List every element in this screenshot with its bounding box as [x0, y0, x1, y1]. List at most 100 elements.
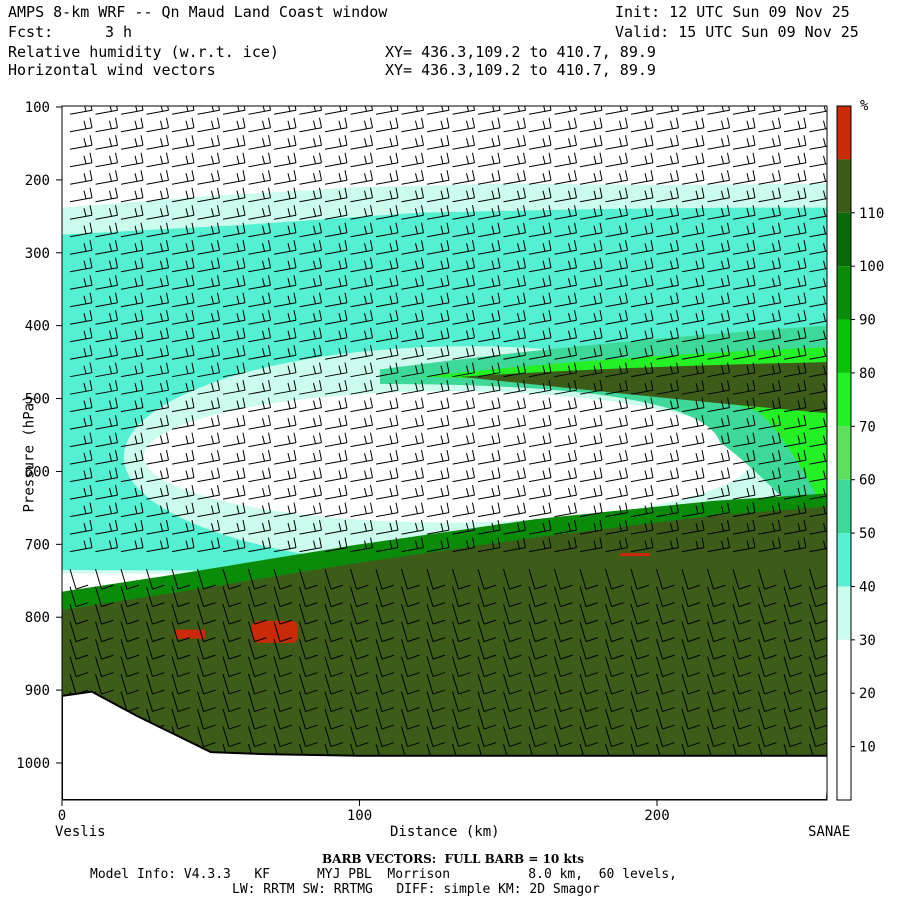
wind-barb	[783, 512, 807, 518]
wind-barb-flag	[772, 225, 775, 234]
wind-barb-flag	[523, 362, 526, 373]
wind-barb-flag	[619, 400, 622, 409]
wind-barb	[197, 354, 220, 360]
wind-barb-flag	[619, 106, 622, 112]
wind-barb-flag	[166, 257, 169, 268]
wind-barb-flag	[778, 450, 781, 461]
wind-barb-flag	[140, 310, 144, 321]
wind-barb-flag	[778, 257, 781, 268]
wind-barb	[350, 442, 373, 448]
wind-barb-flag	[160, 400, 163, 409]
rh-band-100-110-upper	[460, 362, 827, 414]
wind-barb-flag	[243, 106, 246, 111]
wind-barb-flag	[293, 170, 297, 181]
wind-barb-flag	[293, 467, 297, 478]
wind-barb-flag	[746, 383, 750, 392]
wind-barb-flag	[432, 689, 446, 695]
wind-barb-flag	[548, 537, 552, 548]
wind-barb-flag	[313, 295, 316, 304]
wind-barb	[452, 726, 459, 747]
wind-barb-flag	[185, 278, 189, 287]
wind-barb-flag	[109, 243, 112, 252]
wind-barb	[401, 512, 424, 518]
wind-barb-flag	[330, 672, 344, 678]
wind-barb-flag	[625, 275, 628, 286]
wind-barb-flag	[542, 155, 546, 164]
wind-barb-flag	[746, 488, 750, 497]
wind-barb-flag	[338, 225, 342, 234]
wind-barb	[656, 691, 663, 712]
wind-barb-flag	[415, 418, 418, 427]
wind-barb	[477, 691, 485, 712]
wind-barb-flag	[166, 327, 169, 338]
wind-barb-flag	[126, 602, 140, 608]
wind-barb-flag	[764, 672, 777, 678]
wind-barb-flag	[287, 400, 291, 409]
wind-barb-flag	[702, 106, 705, 111]
wind-barb-flag	[446, 205, 450, 216]
wind-barb-flag	[134, 470, 138, 479]
wind-barb-flag	[134, 260, 138, 269]
wind-barb	[452, 407, 475, 413]
wind-barb-flag	[75, 584, 89, 590]
xy-range-2: XY= 436.3,109.2 to 410.7, 89.9	[385, 61, 656, 79]
wind-barb	[783, 586, 791, 607]
wind-barb-flag	[109, 295, 112, 304]
wind-barb-flag	[262, 106, 265, 112]
wind-barb-flag	[574, 240, 577, 251]
wind-barb	[95, 389, 118, 395]
wind-barb	[630, 529, 654, 535]
wind-barb	[477, 267, 501, 273]
wind-barb-flag	[160, 365, 163, 374]
wind-barb-flag	[134, 523, 138, 532]
wind-barb	[222, 302, 246, 308]
wind-barb-flag	[548, 275, 552, 286]
wind-barb-flag	[611, 707, 624, 713]
wind-barb	[95, 603, 102, 625]
wind-barb-flag	[746, 155, 750, 164]
wind-barb	[605, 127, 628, 133]
wind-barb-flag	[421, 327, 424, 338]
wind-barb	[758, 656, 765, 677]
wind-barb	[273, 512, 297, 518]
wind-barb-flag	[542, 120, 546, 129]
wind-barb-flag	[395, 345, 399, 356]
wind-barb	[503, 691, 510, 712]
wind-barb-flag	[83, 243, 87, 252]
wind-barb	[707, 284, 730, 290]
wind-barb	[477, 337, 501, 343]
wind-barb-flag	[650, 205, 654, 216]
wind-barb-flag	[140, 467, 144, 478]
wind-barb-flag	[185, 138, 189, 147]
wind-barb	[197, 673, 204, 695]
wind-barb-flag	[670, 243, 673, 252]
wind-barb-flag	[185, 505, 189, 514]
wind-barb-flag	[778, 397, 781, 408]
wind-barb-flag	[670, 155, 673, 164]
wind-barb	[197, 621, 204, 642]
wind-barb-flag	[611, 602, 624, 608]
wind-barb-flag	[662, 672, 675, 678]
wind-barb	[248, 354, 271, 360]
wind-barb-flag	[695, 225, 699, 234]
wind-barb	[375, 656, 383, 677]
wind-barb	[95, 302, 118, 308]
wind-barb-flag	[823, 173, 826, 182]
wind-barb-flag	[517, 278, 520, 287]
wind-barb-flag	[236, 225, 240, 234]
wind-barb	[401, 179, 424, 185]
wind-barb-flag	[574, 170, 577, 181]
wind-barb	[120, 638, 128, 660]
wind-barb-flag	[472, 310, 475, 321]
wind-barb-flag	[568, 155, 571, 164]
wind-barb-flag	[440, 295, 444, 304]
wind-barb-flag	[345, 106, 348, 111]
wind-barb-flag	[542, 453, 546, 462]
wind-barb-flag	[364, 400, 367, 409]
wind-barb-flag	[599, 537, 603, 548]
wind-barb	[426, 407, 450, 413]
wind-barb-flag	[687, 707, 701, 713]
wind-barb	[477, 197, 501, 203]
wind-barb-flag	[254, 689, 267, 695]
wind-barb	[69, 477, 93, 483]
